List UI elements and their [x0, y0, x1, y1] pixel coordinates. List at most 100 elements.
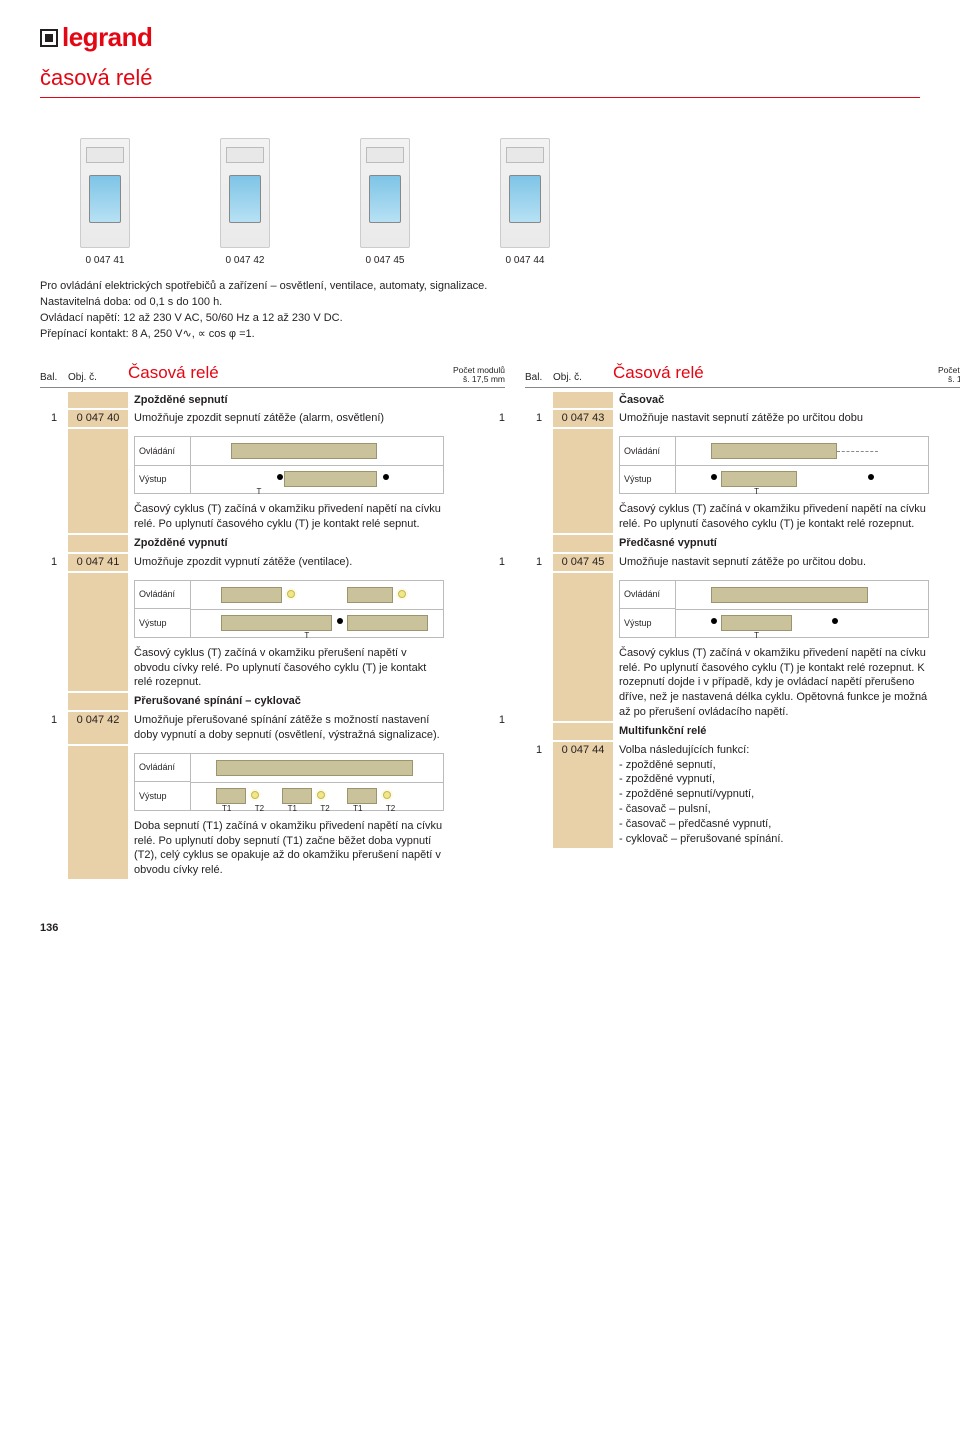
product-image-row: 0 047 41 0 047 42 0 047 45 0 047 44	[40, 138, 920, 268]
wave-label-out: Výstup	[135, 781, 190, 810]
header-mod: Počet modulů š. 17,5 mm	[935, 366, 960, 385]
section-title-row: Časovač	[525, 392, 960, 409]
section-title-row: Zpožděné sepnutí	[40, 392, 505, 409]
cell-obj	[68, 392, 128, 409]
cell-desc: Umožňuje nastavit sepnutí zátěže po urči…	[613, 554, 935, 571]
product-row: 1 0 047 43 Umožňuje nastavit sepnutí zát…	[525, 410, 960, 427]
cell-desc: Umožňuje zpozdit sepnutí zátěže (alarm, …	[128, 410, 450, 427]
note-text: Časový cyklus (T) začíná v okamžiku přer…	[134, 646, 444, 691]
cell-desc: Umožňuje přerušované spínání zátěže s mo…	[128, 712, 450, 744]
column-header: Bal. Obj. č. Časová relé Počet modulů š.…	[525, 362, 960, 388]
title-divider	[40, 97, 920, 98]
wave-label-out: Výstup	[135, 465, 190, 494]
section-title-row: Předčasné vypnutí	[525, 535, 960, 552]
diagram-row: Ovládání Výstup T Časový cyklus (T) začí…	[40, 429, 505, 533]
cell-mod: 1	[935, 554, 960, 571]
cell-obj: 0 047 45	[553, 554, 613, 571]
section-title-row: Přerušované spínání – cyklovač	[40, 693, 505, 710]
cell-obj: 0 047 41	[68, 554, 128, 571]
product-card: 0 047 45	[340, 138, 430, 268]
cell-mod: 1	[450, 712, 505, 744]
product-card: 0 047 41	[60, 138, 150, 268]
note-text: Doba sepnutí (T1) začíná v okamžiku přiv…	[134, 819, 444, 878]
timing-diagram-early-off: Ovládání Výstup T	[619, 580, 929, 638]
timing-diagram-delay-on: Ovládání Výstup T	[134, 436, 444, 494]
cell-mod: 1	[450, 410, 505, 427]
product-card: 0 047 42	[200, 138, 290, 268]
product-image-icon	[360, 138, 410, 248]
section-title-row: Zpožděné vypnutí	[40, 535, 505, 552]
product-row: 1 0 047 41 Umožňuje zpozdit vypnutí zátě…	[40, 554, 505, 571]
wave-labels: Ovládání Výstup	[135, 437, 190, 493]
page-title: časová relé	[40, 63, 920, 93]
wave-graph: T	[675, 437, 928, 493]
logo-text: legrand	[62, 20, 152, 55]
wave-graph: T	[190, 581, 443, 637]
intro-text: Pro ovládání elektrických spotřebičů a z…	[40, 279, 920, 341]
brand-logo: legrand	[40, 20, 920, 55]
cell-desc: Volba následujících funkcí: - zpožděné s…	[613, 742, 935, 848]
page-footer: 136	[40, 921, 920, 936]
section-title: Časovač	[613, 392, 935, 409]
cell-mod: 1	[935, 742, 960, 848]
section-title-row: Multifunkční relé	[525, 723, 960, 740]
product-row: 1 0 047 40 Umožňuje zpozdit sepnutí zátě…	[40, 410, 505, 427]
wave-label-ctrl: Ovládání	[135, 581, 190, 609]
product-image-icon	[80, 138, 130, 248]
cell-obj: 0 047 43	[553, 410, 613, 427]
wave-label-ctrl: Ovládání	[135, 437, 190, 465]
product-image-icon	[220, 138, 270, 248]
diagram-row: Ovládání Výstup T Časový cyklus (T) začí…	[525, 573, 960, 721]
section-title: Přerušované spínání – cyklovač	[128, 693, 450, 710]
wave-label-out: Výstup	[620, 608, 675, 637]
product-code: 0 047 41	[60, 254, 150, 268]
wave-label-ctrl: Ovládání	[620, 581, 675, 609]
header-bal: Bal.	[525, 371, 553, 385]
header-obj: Obj. č.	[68, 371, 128, 385]
content-columns: Bal. Obj. č. Časová relé Počet modulů š.…	[40, 362, 920, 881]
cell-mod: 1	[450, 554, 505, 571]
column-header: Bal. Obj. č. Časová relé Počet modulů š.…	[40, 362, 505, 388]
product-row: 1 0 047 44 Volba následujících funkcí: -…	[525, 742, 960, 848]
diagram-row: Ovládání Výstup T Časový cyklus (T) začí…	[525, 429, 960, 533]
timing-diagram-cycle: Ovládání Výstup T1 T2 T1	[134, 753, 444, 811]
product-code: 0 047 45	[340, 254, 430, 268]
section-title: Multifunkční relé	[613, 723, 935, 740]
note-text: Časový cyklus (T) začíná v okamžiku přiv…	[619, 646, 929, 720]
wave-label-ctrl: Ovládání	[135, 754, 190, 782]
cell-bal: 1	[40, 712, 68, 744]
cell-bal	[40, 392, 68, 409]
header-mod: Počet modulů š. 17,5 mm	[450, 366, 505, 385]
header-obj: Obj. č.	[553, 371, 613, 385]
wave-graph: T1 T2 T1 T2 T1 T2	[190, 754, 443, 810]
cell-bal: 1	[525, 742, 553, 848]
wave-graph: T	[190, 437, 443, 493]
note-text: Časový cyklus (T) začíná v okamžiku přiv…	[134, 502, 444, 532]
header-title: Časová relé	[128, 362, 450, 385]
diagram-row: Ovládání Výstup T1 T2 T1	[40, 746, 505, 879]
right-column: Bal. Obj. č. Časová relé Počet modulů š.…	[525, 362, 960, 881]
cell-bal: 1	[525, 554, 553, 571]
product-image-icon	[500, 138, 550, 248]
header-title: Časová relé	[613, 362, 935, 385]
left-column: Bal. Obj. č. Časová relé Počet modulů š.…	[40, 362, 505, 881]
wave-label-ctrl: Ovládání	[620, 437, 675, 465]
wave-label-out: Výstup	[620, 465, 675, 494]
header-bal: Bal.	[40, 371, 68, 385]
cell-obj: 0 047 44	[553, 742, 613, 848]
product-row: 1 0 047 45 Umožňuje nastavit sepnutí zát…	[525, 554, 960, 571]
note-text: Časový cyklus (T) začíná v okamžiku přiv…	[619, 502, 929, 532]
cell-bal: 1	[40, 554, 68, 571]
cell-desc: Umožňuje nastavit sepnutí zátěže po urči…	[613, 410, 935, 427]
logo-mark-icon	[40, 29, 58, 47]
intro-line: Nastavitelná doba: od 0,1 s do 100 h.	[40, 295, 920, 310]
intro-line: Ovládací napětí: 12 až 230 V AC, 50/60 H…	[40, 311, 920, 326]
intro-line: Pro ovládání elektrických spotřebičů a z…	[40, 279, 920, 294]
cell-desc: Umožňuje zpozdit vypnutí zátěže (ventila…	[128, 554, 450, 571]
product-code: 0 047 42	[200, 254, 290, 268]
cell-bal: 1	[525, 410, 553, 427]
product-row: 1 0 047 42 Umožňuje přerušované spínání …	[40, 712, 505, 744]
intro-line: Přepínací kontakt: 8 A, 250 V∿, ∝ cos φ …	[40, 327, 920, 342]
timing-diagram-timer: Ovládání Výstup T	[619, 436, 929, 494]
cell-mod: 1	[935, 410, 960, 427]
